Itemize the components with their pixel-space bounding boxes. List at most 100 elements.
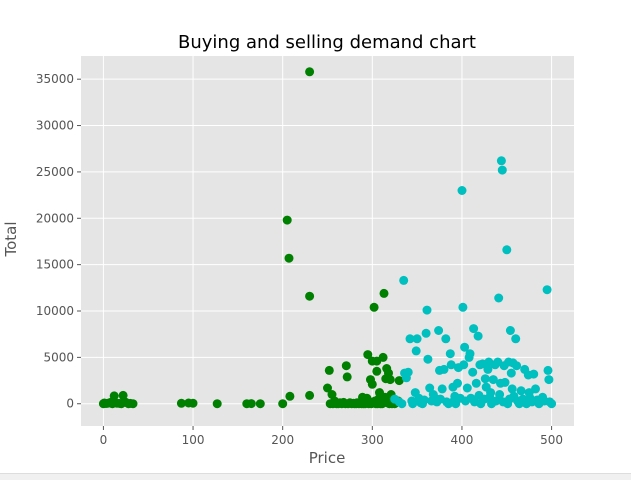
- data-point-series-1: [278, 399, 288, 409]
- data-point-series-2: [468, 367, 478, 377]
- data-point-series-2: [421, 328, 431, 338]
- data-point-series-2: [457, 186, 467, 195]
- grid: [81, 56, 574, 426]
- data-point-series-2: [502, 245, 512, 255]
- data-points: [98, 67, 557, 409]
- data-point-series-1: [323, 383, 332, 393]
- data-point-series-2: [445, 349, 455, 359]
- bottom-strip: [0, 473, 631, 480]
- chart-title: Buying and selling demand chart: [178, 32, 476, 53]
- y-tick-label: 30000: [36, 119, 74, 133]
- data-point-series-2: [547, 399, 557, 409]
- data-point-series-2: [480, 374, 490, 384]
- data-point-series-1: [367, 379, 377, 389]
- data-point-series-2: [441, 334, 451, 344]
- data-point-series-1: [324, 365, 334, 375]
- data-point-series-1: [385, 375, 395, 385]
- data-point-series-2: [506, 368, 516, 378]
- data-point-series-2: [434, 326, 444, 335]
- data-point-series-1: [284, 253, 294, 263]
- data-point-series-2: [399, 275, 409, 285]
- y-tick-label: 10000: [36, 304, 74, 318]
- data-point-series-1: [255, 399, 265, 409]
- data-point-series-2: [496, 156, 506, 166]
- y-tick-label: 20000: [36, 211, 74, 225]
- data-point-series-1: [342, 372, 352, 382]
- y-tick-label: 0: [66, 397, 74, 411]
- x-tick-label: 400: [451, 433, 474, 447]
- y-tick-label: 25000: [36, 165, 74, 179]
- data-point-series-1: [379, 288, 389, 298]
- data-point-series-2: [469, 324, 479, 334]
- data-point-series-2: [423, 354, 433, 364]
- data-point-series-2: [544, 375, 554, 385]
- data-point-series-2: [439, 364, 449, 374]
- data-point-series-2: [412, 334, 422, 344]
- data-point-series-2: [507, 384, 517, 394]
- data-point-series-1: [305, 291, 315, 301]
- data-point-series-2: [494, 293, 504, 303]
- data-point-series-1: [282, 215, 292, 225]
- x-tick-label: 100: [182, 433, 205, 447]
- data-point-series-1: [305, 390, 315, 400]
- data-point-series-2: [497, 165, 507, 175]
- data-point-series-1: [305, 67, 315, 77]
- x-axis-label: Price: [309, 449, 346, 467]
- data-point-series-1: [118, 390, 128, 400]
- data-point-series-2: [446, 360, 456, 370]
- data-point-series-1: [128, 399, 138, 409]
- data-point-series-2: [471, 378, 481, 388]
- data-point-series-1: [372, 366, 382, 376]
- data-point-series-2: [543, 365, 553, 375]
- x-tick-label: 500: [540, 433, 563, 447]
- data-point-series-2: [542, 285, 552, 295]
- data-point-series-1: [378, 352, 388, 362]
- data-point-series-2: [483, 364, 493, 374]
- data-point-series-2: [488, 375, 498, 385]
- data-point-series-2: [422, 305, 432, 315]
- x-tick-label: 300: [361, 433, 384, 447]
- data-point-series-2: [512, 361, 522, 371]
- data-point-series-1: [363, 350, 373, 360]
- data-point-series-2: [405, 334, 415, 344]
- data-point-series-2: [505, 326, 515, 335]
- x-tick-label: 0: [100, 433, 108, 447]
- data-point-series-2: [397, 399, 407, 409]
- data-point-series-2: [531, 384, 540, 394]
- axis-ticks: 0 100 200 300 400 500050001000015000200002500…: [36, 72, 563, 447]
- y-tick-label: 35000: [36, 72, 74, 86]
- data-point-series-2: [408, 399, 418, 409]
- data-point-series-2: [473, 331, 483, 341]
- data-point-series-1: [341, 361, 351, 371]
- data-point-series-2: [419, 395, 429, 405]
- data-point-series-1: [246, 399, 256, 409]
- data-point-series-1: [212, 399, 222, 409]
- y-tick-label: 5000: [43, 350, 74, 364]
- data-point-series-1: [285, 391, 295, 401]
- data-point-series-2: [453, 378, 462, 388]
- data-point-series-2: [462, 383, 472, 393]
- data-point-series-2: [500, 377, 510, 387]
- data-point-series-1: [188, 398, 198, 408]
- data-point-series-2: [465, 349, 475, 359]
- data-point-series-2: [511, 334, 521, 344]
- data-point-series-1: [394, 376, 404, 386]
- data-point-series-2: [529, 369, 539, 379]
- data-point-series-2: [486, 388, 496, 398]
- data-point-series-2: [460, 342, 470, 352]
- data-point-series-2: [411, 346, 421, 356]
- data-point-series-1: [109, 391, 119, 401]
- data-point-series-1: [369, 302, 379, 312]
- data-point-series-2: [495, 390, 505, 399]
- data-point-series-2: [437, 384, 447, 394]
- data-point-series-2: [516, 386, 526, 396]
- data-point-series-1: [176, 398, 186, 408]
- data-point-series-2: [458, 302, 468, 312]
- data-point-series-2: [459, 360, 469, 370]
- y-tick-label: 15000: [36, 258, 74, 272]
- y-axis-label: Total: [2, 221, 20, 257]
- x-tick-label: 200: [271, 433, 294, 447]
- data-point-series-2: [403, 367, 413, 377]
